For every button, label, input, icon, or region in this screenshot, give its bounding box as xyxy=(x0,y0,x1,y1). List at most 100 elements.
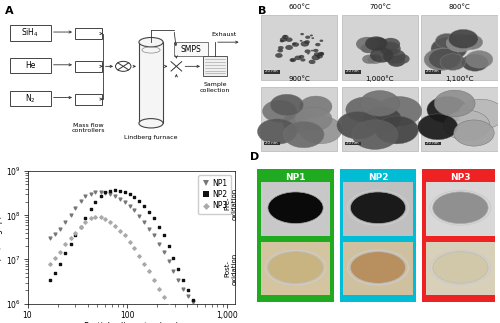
NP1 xyxy=(101,191,109,196)
Circle shape xyxy=(294,56,302,60)
Text: 20 nm: 20 nm xyxy=(266,69,278,73)
Circle shape xyxy=(363,107,402,131)
Text: 20 nm: 20 nm xyxy=(346,69,359,73)
NP3 xyxy=(145,268,153,274)
Circle shape xyxy=(365,36,387,51)
FancyBboxPatch shape xyxy=(422,169,498,302)
Circle shape xyxy=(356,37,378,51)
Circle shape xyxy=(440,54,466,70)
NP3 xyxy=(164,303,172,308)
NP2 xyxy=(71,233,79,238)
Circle shape xyxy=(318,52,324,56)
Circle shape xyxy=(315,43,320,46)
NP3 xyxy=(92,214,100,220)
NP1 xyxy=(170,268,177,274)
NP2 xyxy=(86,206,94,212)
Circle shape xyxy=(304,40,310,44)
Circle shape xyxy=(305,36,310,39)
FancyBboxPatch shape xyxy=(424,142,441,145)
Circle shape xyxy=(320,39,323,42)
Circle shape xyxy=(368,37,388,50)
Circle shape xyxy=(380,42,400,56)
NP3 xyxy=(116,228,124,233)
NP3 xyxy=(96,215,104,220)
Circle shape xyxy=(360,44,376,53)
NP2 xyxy=(174,267,182,272)
NP1 xyxy=(200,311,207,316)
Circle shape xyxy=(284,121,324,148)
FancyBboxPatch shape xyxy=(344,182,412,235)
Circle shape xyxy=(307,53,310,55)
Circle shape xyxy=(448,29,478,48)
NP1 xyxy=(46,236,54,241)
Text: NP3: NP3 xyxy=(450,173,470,182)
NP2 xyxy=(190,297,198,303)
Text: 20 nm: 20 nm xyxy=(426,69,438,73)
FancyBboxPatch shape xyxy=(261,242,330,295)
NP2 xyxy=(116,188,124,193)
Circle shape xyxy=(282,35,288,39)
NP3 xyxy=(120,233,128,238)
NP1 xyxy=(120,200,128,205)
Circle shape xyxy=(350,192,406,224)
NP2 xyxy=(180,277,188,282)
Circle shape xyxy=(300,96,332,117)
NP3 xyxy=(82,220,90,225)
NP1 xyxy=(111,194,119,199)
Circle shape xyxy=(376,97,422,126)
Text: 800°C: 800°C xyxy=(448,4,470,10)
NP2 xyxy=(62,250,70,255)
NP1 xyxy=(219,319,227,323)
Circle shape xyxy=(337,111,379,139)
Circle shape xyxy=(280,37,287,42)
NP1 xyxy=(92,190,100,195)
NP3 xyxy=(150,277,158,282)
NP3 xyxy=(71,230,79,235)
Circle shape xyxy=(424,48,458,70)
Circle shape xyxy=(446,34,473,52)
NP2 xyxy=(82,216,90,221)
Circle shape xyxy=(311,50,314,51)
NP1 xyxy=(62,220,70,225)
Circle shape xyxy=(295,107,332,131)
NP3 xyxy=(111,223,119,228)
FancyBboxPatch shape xyxy=(10,25,51,41)
Text: 700°C: 700°C xyxy=(369,4,390,10)
Circle shape xyxy=(285,45,293,50)
Circle shape xyxy=(292,42,299,47)
Circle shape xyxy=(278,49,283,52)
Circle shape xyxy=(258,119,297,144)
NP3 xyxy=(155,286,163,291)
NP3 xyxy=(62,242,70,247)
FancyBboxPatch shape xyxy=(345,142,362,145)
NP1 xyxy=(130,208,138,213)
Circle shape xyxy=(388,56,405,67)
Circle shape xyxy=(300,58,306,62)
FancyBboxPatch shape xyxy=(261,15,337,79)
NP2 xyxy=(160,233,168,238)
NP2 xyxy=(150,216,158,221)
NP2 xyxy=(56,261,64,266)
Text: B: B xyxy=(258,6,267,16)
FancyBboxPatch shape xyxy=(258,169,334,302)
Circle shape xyxy=(312,55,320,60)
Text: Lindberg furnace: Lindberg furnace xyxy=(124,135,178,140)
NP1 xyxy=(184,293,192,298)
Text: Post-
oxidation: Post- oxidation xyxy=(224,253,237,285)
Circle shape xyxy=(383,49,406,64)
NP2 xyxy=(52,270,60,275)
Circle shape xyxy=(360,90,400,116)
Circle shape xyxy=(370,47,394,63)
NP1 xyxy=(174,277,182,282)
Text: Sample
collection: Sample collection xyxy=(200,82,230,93)
FancyBboxPatch shape xyxy=(261,87,337,151)
FancyBboxPatch shape xyxy=(340,169,416,302)
NP2 xyxy=(46,277,54,282)
NP1 xyxy=(82,194,90,199)
Text: 900°C: 900°C xyxy=(288,76,310,82)
Y-axis label: Normalized concentration
(dN/dlogDp): Normalized concentration (dN/dlogDp) xyxy=(0,188,3,287)
FancyBboxPatch shape xyxy=(264,70,280,74)
Text: Pre-
oxidation: Pre- oxidation xyxy=(224,187,237,220)
NP2 xyxy=(106,188,114,193)
Text: N$_2$: N$_2$ xyxy=(25,92,35,105)
